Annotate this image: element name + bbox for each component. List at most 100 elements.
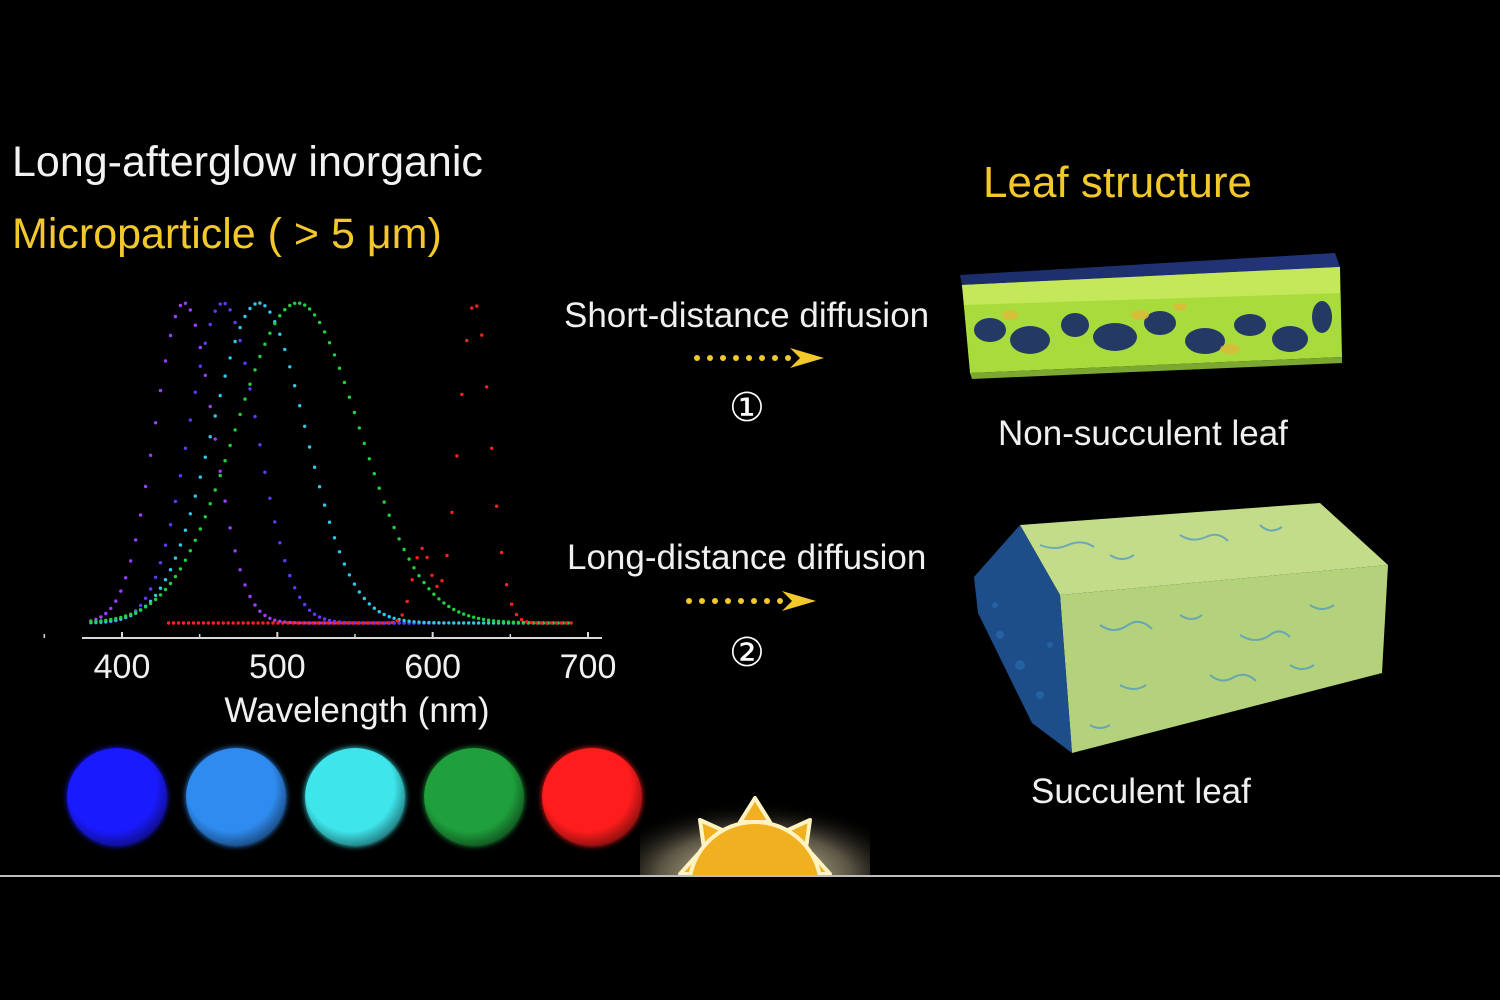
spectrum-point-series-3 <box>457 621 461 625</box>
spectrum-point-series-3 <box>392 616 396 620</box>
spectrum-point-series-5 <box>465 338 469 343</box>
long-distance-label: Long-distance diffusion <box>567 538 927 577</box>
spectrum-point-series-5 <box>539 621 544 625</box>
spectrum-point-series-4 <box>442 601 446 605</box>
spectrum-point-series-5 <box>370 621 375 625</box>
spectrum-point-series-4 <box>168 581 173 586</box>
spectrum-point-series-5 <box>375 621 380 625</box>
succulent-leaf-image <box>974 503 1388 753</box>
spectrum-point-series-5 <box>296 621 300 625</box>
spectrum-point-series-4 <box>89 620 93 624</box>
spectrum-point-series-1 <box>258 609 262 613</box>
spectrum-point-series-2 <box>163 543 168 547</box>
spectrum-point-series-4 <box>119 615 123 620</box>
step-1-marker: ① <box>729 386 765 430</box>
spectrum-point-series-2 <box>173 499 178 504</box>
spectrum-point-series-4 <box>307 307 312 311</box>
spectrum-point-series-4 <box>422 580 426 585</box>
spectrum-point-series-3 <box>218 393 222 398</box>
spectrum-point-series-4 <box>377 486 381 490</box>
spectrum-point-series-4 <box>298 301 302 305</box>
spectrum-point-series-3 <box>193 494 197 498</box>
spectrum-point-series-1 <box>114 599 118 603</box>
spectrum-point-series-3 <box>183 528 188 532</box>
spectrum-point-series-4 <box>243 397 247 401</box>
spectrum-point-series-2 <box>158 561 163 565</box>
spectrum-point-series-4 <box>278 314 282 318</box>
spectrum-point-series-5 <box>475 304 479 308</box>
spectrum-point-series-1 <box>198 345 202 350</box>
spectrum-point-series-4 <box>392 525 396 530</box>
spectrum-point-series-5 <box>564 621 568 625</box>
spectrum-point-series-5 <box>569 621 573 625</box>
spectrum-point-series-3 <box>387 615 391 619</box>
spectrum-point-series-5 <box>316 621 320 625</box>
spectrum-point-series-4 <box>153 597 158 602</box>
spectrum-point-series-4 <box>437 597 441 601</box>
spectrum-point-series-4 <box>203 515 207 519</box>
spectrum-point-series-5 <box>286 621 290 625</box>
spectrum-point-series-5 <box>221 621 225 625</box>
spectrum-point-series-5 <box>236 621 240 625</box>
spectrum-point-series-4 <box>412 566 416 570</box>
spectrum-point-series-3 <box>153 593 158 598</box>
spectrum-point-series-4 <box>481 617 486 622</box>
spectrum-point-series-4 <box>357 426 361 430</box>
spectrum-point-series-4 <box>347 395 352 399</box>
spectrum-point-series-2 <box>213 309 217 313</box>
spectrum-point-series-5 <box>430 573 434 577</box>
spectrum-point-series-1 <box>263 613 267 618</box>
spectrum-point-series-5 <box>196 621 201 625</box>
spectrum-point-series-4 <box>352 410 357 415</box>
spectrum-point-series-3 <box>173 556 178 560</box>
spectrum-point-series-5 <box>445 553 449 558</box>
spectrum-point-series-2 <box>327 618 332 623</box>
spectrum-point-series-2 <box>148 587 153 591</box>
blue-powder-swatch <box>67 748 167 846</box>
spectrum-point-series-3 <box>243 314 247 319</box>
spectrum-point-series-3 <box>198 475 202 479</box>
spectrum-point-series-1 <box>129 559 133 563</box>
spectrum-point-series-4 <box>501 620 506 624</box>
spectrum-point-series-2 <box>288 573 292 578</box>
spectrum-point-series-5 <box>335 621 340 625</box>
spectrum-point-series-3 <box>347 573 352 577</box>
spectrum-point-series-5 <box>519 618 524 622</box>
spectrum-point-series-3 <box>178 543 183 547</box>
spectrum-point-series-4 <box>124 614 128 618</box>
green-powder-swatch <box>424 748 524 846</box>
spectrum-point-series-5 <box>241 621 245 625</box>
tick-layer: 400 500 600 700 <box>43 632 616 686</box>
spectrum-point-series-2 <box>312 612 317 616</box>
spectrum-point-series-4 <box>188 549 192 553</box>
spectrum-point-series-4 <box>327 341 332 345</box>
spectrum-point-series-1 <box>109 606 113 611</box>
spectrum-point-series-3 <box>203 455 207 459</box>
sky-blue-powder-swatch <box>186 748 286 846</box>
spectrum-point-series-4 <box>273 321 277 326</box>
spectrum-point-series-5 <box>355 621 360 625</box>
spectrum-point-series-5 <box>514 612 519 617</box>
spectrum-point-series-5 <box>231 621 235 625</box>
spectrum-point-series-2 <box>188 418 192 422</box>
spectrum-point-series-4 <box>158 593 163 597</box>
spectrum-point-series-3 <box>248 306 252 311</box>
spectrum-point-series-4 <box>457 610 461 614</box>
spectrum-point-series-5 <box>266 621 270 625</box>
spectrum-point-series-4 <box>362 441 366 446</box>
spectrum-point-series-3 <box>228 356 232 360</box>
spectrum-point-series-2 <box>263 470 267 474</box>
spectrum-point-series-4 <box>322 330 327 334</box>
spectrum-point-series-1 <box>218 469 222 473</box>
succulent-leaf-label: Succulent leaf <box>1031 772 1251 811</box>
spectrum-point-series-3 <box>377 610 381 614</box>
spectrum-point-series-3 <box>298 404 302 408</box>
spectrum-point-series-2 <box>203 341 207 345</box>
sun-icon <box>640 770 870 876</box>
spectrum-point-series-4 <box>496 619 501 623</box>
spectrum-point-series-5 <box>216 621 220 625</box>
spectrum-point-series-3 <box>357 590 361 594</box>
spectrum-point-series-1 <box>213 437 217 441</box>
spectrum-point-series-3 <box>362 596 366 601</box>
spectrum-point-series-5 <box>181 621 186 625</box>
